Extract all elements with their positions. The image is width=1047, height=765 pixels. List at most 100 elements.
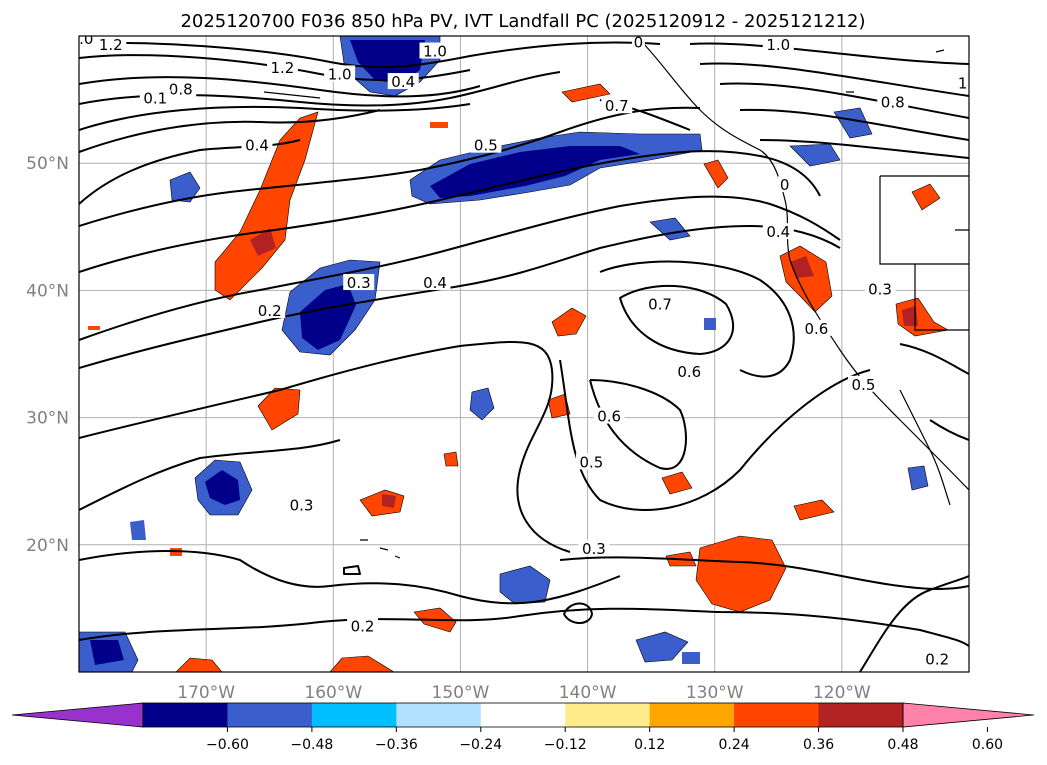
- contour-label-bg: [241, 136, 273, 153]
- pv-negative-area: [205, 470, 240, 505]
- map-area: 1.0 1.20.80.11.2 1.00.41.00.40.500.71.00.8…: [79, 34, 969, 672]
- colorbar-tick-label: −0.12: [544, 737, 587, 753]
- lat-tick-label: 40°N: [26, 281, 69, 301]
- coastline-layer: [263, 39, 969, 559]
- coastline: [639, 39, 969, 491]
- contour-label: 1.0: [766, 36, 790, 54]
- pv-negative-area: [635, 631, 689, 663]
- contour-label: 0.4: [245, 137, 269, 155]
- pv-negative-area: [130, 520, 146, 540]
- pv-negative-area: [350, 40, 425, 84]
- contour-label: 0.3: [347, 274, 371, 292]
- contour-label: 0.5: [474, 137, 498, 155]
- coastline: [360, 539, 401, 559]
- pv-contour-layer: [79, 41, 969, 672]
- contour-label-bg: [286, 496, 317, 513]
- pv-contour-line: [79, 195, 841, 341]
- pv-positive-area: [661, 471, 693, 495]
- pv-contour-line: [559, 556, 969, 590]
- contour-label-bg: [673, 363, 705, 380]
- pv-negative-area: [789, 143, 841, 167]
- pv-positive-area: [214, 111, 319, 301]
- pv-positive-area: [250, 228, 276, 256]
- lon-tick-label: 140°W: [559, 683, 617, 703]
- colorbar-segment: [649, 703, 735, 727]
- pv-contour-line: [719, 82, 969, 119]
- pv-negative-area: [169, 171, 201, 203]
- colorbar-tick-label: 0.60: [972, 737, 1003, 753]
- pv-negative-area: [300, 284, 356, 350]
- contour-label-bg: [419, 42, 451, 59]
- contour-label: 0.7: [648, 296, 672, 314]
- colorbar-segment: [818, 703, 904, 727]
- contour-label-bg: [165, 80, 197, 97]
- contour-label-bg: [419, 274, 451, 291]
- pv-fill-layer: [79, 36, 949, 672]
- pv-contour-line: [689, 42, 969, 65]
- lat-tick-label: 50°N: [26, 154, 69, 174]
- contour-label: 0.3: [582, 540, 606, 558]
- colorbar-segment: [480, 703, 566, 727]
- pv-positive-area: [911, 183, 941, 211]
- pv-negative-area: [469, 387, 495, 421]
- pv-positive-area: [430, 122, 448, 128]
- contour-label: 0.8: [169, 81, 193, 99]
- contour-label: 1.0: [328, 65, 352, 83]
- colorbar-segment: [311, 703, 397, 727]
- pv-contour-line: [79, 76, 481, 98]
- pv-contour-line: [79, 550, 621, 605]
- pv-negative-area: [90, 640, 124, 665]
- lon-tick-label: 160°W: [304, 683, 362, 703]
- pv-positive-area: [902, 306, 918, 326]
- contour-label: 0: [634, 34, 644, 52]
- pv-contour-line: [79, 150, 821, 273]
- colorbar-tick-label: −0.24: [459, 737, 502, 753]
- pv-positive-area: [793, 499, 835, 521]
- contour-label: 0.1: [143, 90, 167, 108]
- contour-label-bg: [762, 223, 794, 240]
- colorbar-frame: [142, 702, 904, 728]
- latitude-labels: 50°N 40°N 30°N 20°N: [26, 154, 69, 556]
- contour-label-bg: [266, 59, 298, 76]
- contour-label: 0: [780, 176, 790, 194]
- contour-label-bg: [324, 65, 356, 82]
- contour-label: 0.2: [351, 617, 375, 635]
- pv-negative-area: [907, 465, 929, 491]
- contour-label: 0.4: [391, 73, 415, 91]
- pv-contour-line: [343, 565, 361, 575]
- contour-label-bg: [762, 36, 794, 53]
- contour-label: 0.2: [925, 651, 949, 669]
- contour-label-bg: [139, 89, 171, 106]
- pv-contour-line: [79, 109, 381, 153]
- colorbar-segment: [396, 703, 482, 727]
- contour-label-bg: [864, 280, 896, 297]
- pv-contour-line: [79, 341, 571, 553]
- contour-label-bg: [601, 97, 633, 114]
- lon-tick-label: 130°W: [686, 683, 744, 703]
- colorbar-extend-high: [902, 702, 1035, 728]
- colorbar-extend-low: [11, 702, 144, 728]
- colorbar-segment: [734, 703, 820, 727]
- pv-negative-area: [833, 107, 873, 139]
- contour-label: 0.6: [597, 408, 621, 426]
- pv-contour-line: [619, 284, 735, 355]
- contour-label-bg: [921, 650, 953, 667]
- pv-negative-area: [704, 318, 716, 330]
- contour-label: 1.2: [99, 36, 123, 54]
- coastline: [263, 49, 945, 99]
- pv-contour-line: [739, 108, 969, 141]
- pv-contour-line: [79, 607, 969, 647]
- colorbar-tick-label: −0.60: [206, 737, 249, 753]
- colorbar-tick-label: −0.36: [375, 737, 418, 753]
- pv-negative-area: [430, 146, 640, 198]
- lat-tick-label: 20°N: [26, 536, 69, 556]
- contour-label: 0.6: [804, 320, 828, 338]
- pv-positive-area: [561, 83, 611, 103]
- pv-contour-line: [859, 575, 969, 672]
- pv-positive-area: [703, 159, 729, 189]
- contour-label-bg: [575, 453, 607, 470]
- contour-label-bg: [644, 295, 676, 312]
- chart-title: 2025120700 F036 850 hPa PV, IVT Landfall…: [180, 11, 865, 32]
- pv-contour-line: [929, 419, 969, 441]
